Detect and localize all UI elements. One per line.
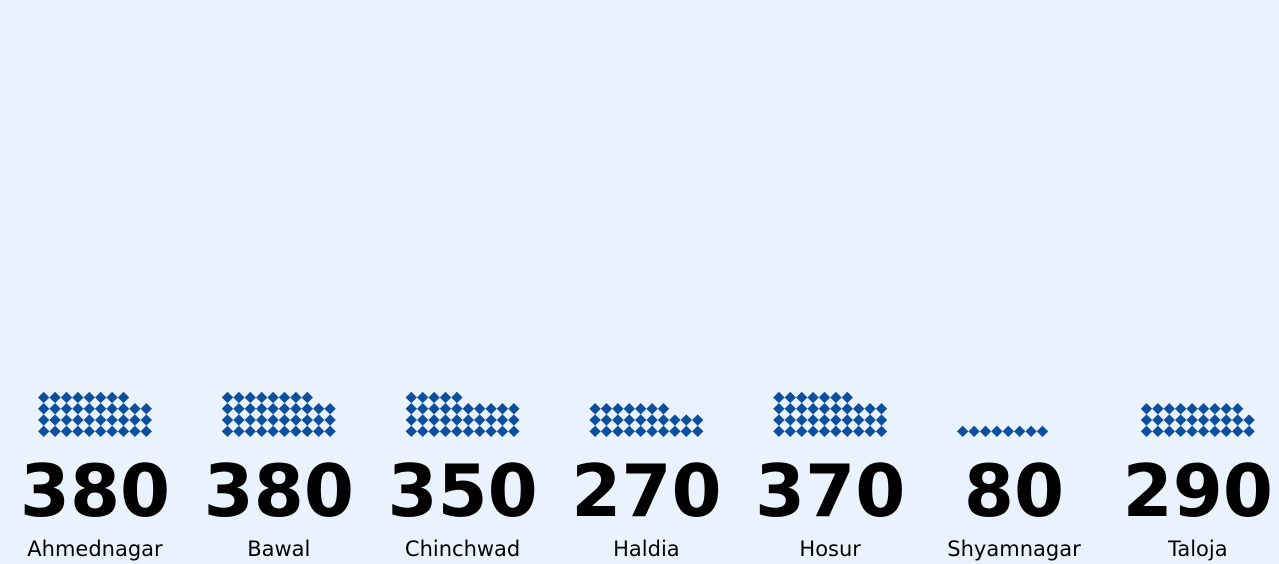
diamond-icons (589, 403, 704, 438)
pictogram-bar (221, 391, 336, 438)
value-label: 380 (20, 449, 170, 533)
diamond-icons (773, 391, 888, 438)
category-label: Chinchwad (405, 537, 520, 561)
category-label: Taloja (1167, 537, 1228, 561)
diamond-icons (957, 425, 1049, 438)
value-label: 350 (387, 449, 537, 533)
pictogram-bar (1140, 403, 1255, 438)
diamond-icons (1140, 403, 1255, 438)
value-label: 380 (204, 449, 354, 533)
diamond-icons (221, 391, 336, 438)
value-label: 270 (571, 449, 721, 533)
pictogram-bar (957, 425, 1049, 438)
pictogram-bar (405, 391, 520, 438)
category-label: Bawal (247, 537, 310, 561)
diamond-icons (405, 391, 520, 438)
pictogram-bar (38, 391, 152, 438)
diamond-icons (38, 391, 152, 438)
value-label: 80 (964, 449, 1064, 533)
value-label: 290 (1123, 449, 1273, 533)
category-label: Shyamnagar (947, 537, 1081, 561)
category-label: Hosur (799, 537, 861, 561)
value-label: 370 (755, 449, 905, 533)
pictogram-bar (589, 403, 704, 438)
pictogram-bar (773, 391, 888, 438)
category-label: Haldia (613, 537, 680, 561)
category-label: Ahmednagar (27, 537, 163, 561)
